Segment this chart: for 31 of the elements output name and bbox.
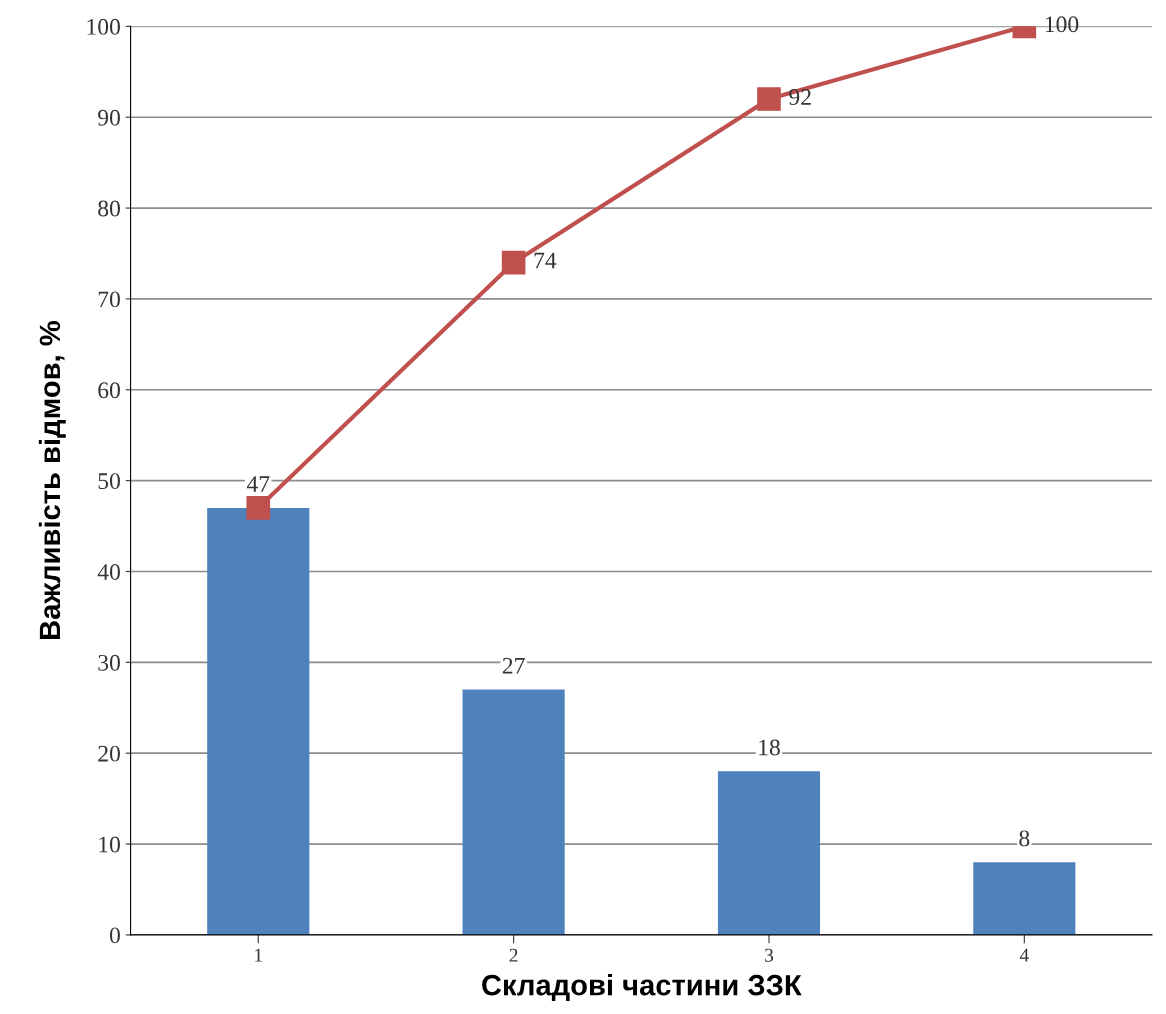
y-tick-label: 100 <box>87 18 120 35</box>
x-tick-label: 3 <box>765 948 774 962</box>
y-tick-label: 20 <box>98 745 120 762</box>
y-tick-label: 60 <box>98 382 120 399</box>
data-label: 27 <box>502 657 525 674</box>
bar <box>973 862 1076 935</box>
y-tick-label: 90 <box>98 109 120 126</box>
y-tick-label: 50 <box>98 473 120 490</box>
bar <box>717 771 821 935</box>
data-label: 18 <box>759 739 780 756</box>
y-tick-label: 40 <box>97 563 120 580</box>
point <box>501 250 526 275</box>
y-tick-label: 70 <box>98 291 120 308</box>
data-label: 100 <box>1045 16 1079 33</box>
data-label: 47 <box>246 476 270 492</box>
x-axis-title: Складові частини ЗЗК <box>482 974 802 1002</box>
y-tick-label: 0 <box>109 927 120 944</box>
y-tick-label: 10 <box>99 836 120 853</box>
data-label: 74 <box>534 252 557 269</box>
y-tick-label: 80 <box>98 200 120 217</box>
y-tick-label: 30 <box>98 654 120 671</box>
bar <box>207 507 310 935</box>
x-tick-label: 2 <box>509 948 518 962</box>
data-label: 92 <box>789 89 811 105</box>
x-tick-label: 1 <box>255 948 262 962</box>
y-axis-title: Важливість відмов, % <box>38 321 66 639</box>
data-label: 8 <box>1019 830 1030 847</box>
point <box>246 496 271 520</box>
point <box>757 87 781 111</box>
bar <box>462 689 565 935</box>
x-tick-label: 4 <box>1019 948 1029 962</box>
